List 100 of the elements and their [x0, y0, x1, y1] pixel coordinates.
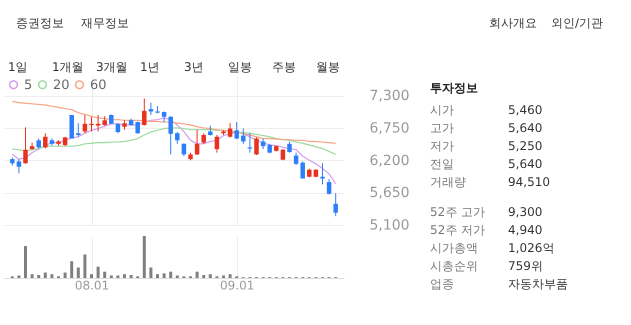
- y-tick-label: 5,650: [370, 185, 410, 202]
- text: 759위: [508, 259, 543, 273]
- bar: [149, 268, 152, 278]
- candlestick: [241, 128, 246, 144]
- candlestick: [294, 152, 298, 166]
- bar: [208, 274, 212, 278]
- bar: [37, 275, 40, 278]
- bar: [228, 274, 232, 278]
- text: 5,640: [508, 121, 542, 135]
- x-tick-label: 08.01: [74, 278, 110, 292]
- candlestick: [208, 125, 213, 136]
- legend-label: 20: [53, 78, 70, 93]
- text: 시가: [430, 103, 454, 117]
- text: 거래량: [430, 175, 466, 189]
- text: 시총순위: [430, 259, 478, 273]
- candlestick: [142, 98, 147, 126]
- bar: [44, 272, 47, 278]
- candlestick: [162, 110, 166, 123]
- bar: [202, 275, 206, 278]
- candlestick: [267, 143, 272, 154]
- text: 일봉: [228, 60, 252, 74]
- candlestick: [23, 126, 28, 164]
- text: 1,026억: [508, 241, 554, 255]
- bar: [17, 275, 20, 278]
- candlestick: [62, 136, 68, 147]
- bar: [130, 275, 133, 278]
- candlestick: [175, 132, 180, 144]
- x-tick-label: 09.01: [220, 278, 254, 292]
- text: 자동차부품: [508, 277, 568, 291]
- candlestick: [280, 148, 286, 161]
- text: 94,510: [508, 175, 550, 189]
- bar: [142, 236, 146, 278]
- bar: [70, 261, 74, 278]
- candlestick: [326, 178, 332, 195]
- text: 1일: [8, 60, 28, 74]
- text: 회사개요: [489, 16, 537, 30]
- text: 52주 저가: [430, 223, 486, 237]
- bar: [24, 246, 27, 278]
- text: 주봉: [272, 60, 296, 74]
- candlestick: [260, 138, 266, 150]
- bar: [96, 266, 100, 278]
- text: 투자정보: [430, 81, 478, 95]
- text: 전일: [430, 157, 454, 171]
- text: 저가: [430, 139, 454, 153]
- y-tick-label: 6,200: [370, 152, 410, 169]
- text: 고가: [430, 121, 454, 135]
- candlestick: [234, 122, 239, 140]
- candlestick: [300, 160, 305, 180]
- text: 시가총액: [430, 241, 478, 255]
- candlestick: [102, 116, 107, 126]
- candlestick: [135, 120, 140, 134]
- y-tick-label: 5,100: [370, 218, 410, 234]
- candlestick: [109, 114, 114, 124]
- candlestick: [36, 138, 41, 150]
- candlestick: [122, 120, 127, 130]
- candlestick: [82, 114, 88, 134]
- y-tick-label: 7,300: [370, 88, 410, 104]
- bar: [90, 274, 93, 278]
- candlestick: [194, 129, 200, 156]
- candlestick: [16, 158, 22, 174]
- bar: [110, 275, 113, 278]
- legend-label: 5: [24, 78, 32, 93]
- candlestick: [182, 142, 186, 157]
- bar: [30, 274, 34, 278]
- text: 9,300: [508, 205, 542, 219]
- bar: [222, 275, 225, 278]
- bar: [116, 275, 120, 278]
- bar: [162, 273, 166, 278]
- text: 1개월: [52, 60, 84, 74]
- candlestick: [254, 136, 259, 156]
- text: 증권정보: [16, 16, 64, 30]
- text: 5,460: [508, 103, 542, 117]
- text: 업종: [430, 277, 454, 291]
- candlestick: [287, 140, 292, 154]
- candlestick: [333, 192, 338, 217]
- line-series: [12, 100, 336, 144]
- bar: [196, 272, 199, 278]
- bar: [50, 274, 54, 278]
- text: 외인/기관: [551, 16, 604, 30]
- legend-label: 60: [90, 78, 107, 93]
- candlestick: [43, 132, 48, 150]
- candlestick: [148, 102, 154, 116]
- text: 재무정보: [81, 16, 129, 30]
- candlestick: [214, 134, 220, 154]
- bar: [83, 254, 86, 278]
- text: 월봉: [316, 60, 340, 74]
- candlestick: [228, 122, 232, 138]
- bar: [156, 274, 159, 278]
- bar: [76, 268, 80, 278]
- bar: [64, 272, 67, 278]
- text: 5,250: [508, 139, 542, 153]
- text: 3년: [184, 60, 204, 74]
- candlestick: [116, 122, 120, 134]
- bar: [176, 275, 179, 278]
- text: 52주 고가: [430, 205, 486, 219]
- bar: [169, 272, 172, 278]
- text: 4,940: [508, 223, 542, 237]
- candlestick: [201, 132, 206, 144]
- bar: [103, 272, 106, 278]
- candlestick: [76, 122, 81, 138]
